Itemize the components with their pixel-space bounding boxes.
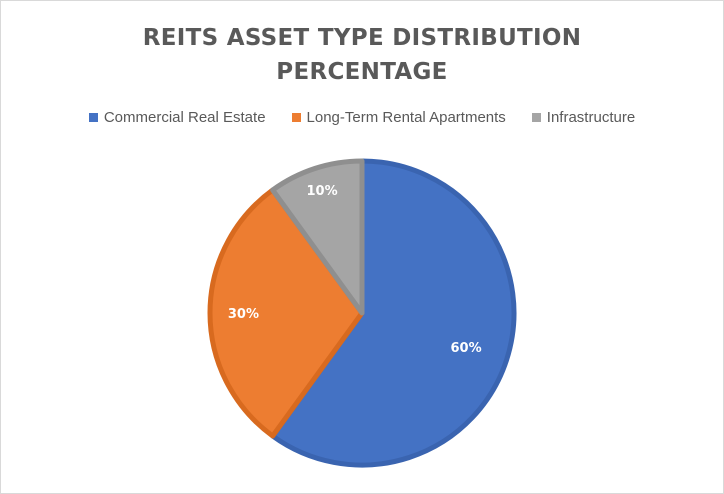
pie-data-labels: 60% 30% 10%	[228, 184, 482, 356]
legend-swatch	[531, 113, 541, 122]
pie-slices	[207, 158, 517, 468]
legend-item-long-term-rental-apartments: Long-Term Rental Apartments	[291, 109, 506, 126]
chart-title-line-2: PERCENTAGE	[276, 59, 448, 85]
legend-label: Commercial Real Estate	[103, 109, 266, 126]
legend-item-infrastructure: Infrastructure	[531, 109, 636, 126]
pie-slice-commercial-real-estate	[270, 158, 517, 468]
chart-title: REITS ASSET TYPE DISTRIBUTION PERCENTAGE	[1, 21, 723, 89]
legend: Commercial Real Estate Long-Term Rental …	[1, 109, 723, 126]
legend-label: Infrastructure	[546, 109, 636, 126]
data-label-infrastructure: 10%	[307, 184, 338, 199]
legend-label: Long-Term Rental Apartments	[306, 109, 506, 126]
pie-slice-long-term-rental-apartments	[207, 187, 365, 439]
pie-slice-infrastructure	[270, 158, 365, 316]
legend-item-commercial-real-estate: Commercial Real Estate	[88, 109, 266, 126]
legend-swatch	[88, 113, 98, 122]
legend-swatch	[291, 113, 301, 122]
chart-title-line-1: REITS ASSET TYPE DISTRIBUTION	[142, 25, 582, 51]
data-label-commercial-real-estate: 60%	[451, 341, 482, 356]
data-label-long-term-rental-apartments: 30%	[228, 307, 259, 322]
